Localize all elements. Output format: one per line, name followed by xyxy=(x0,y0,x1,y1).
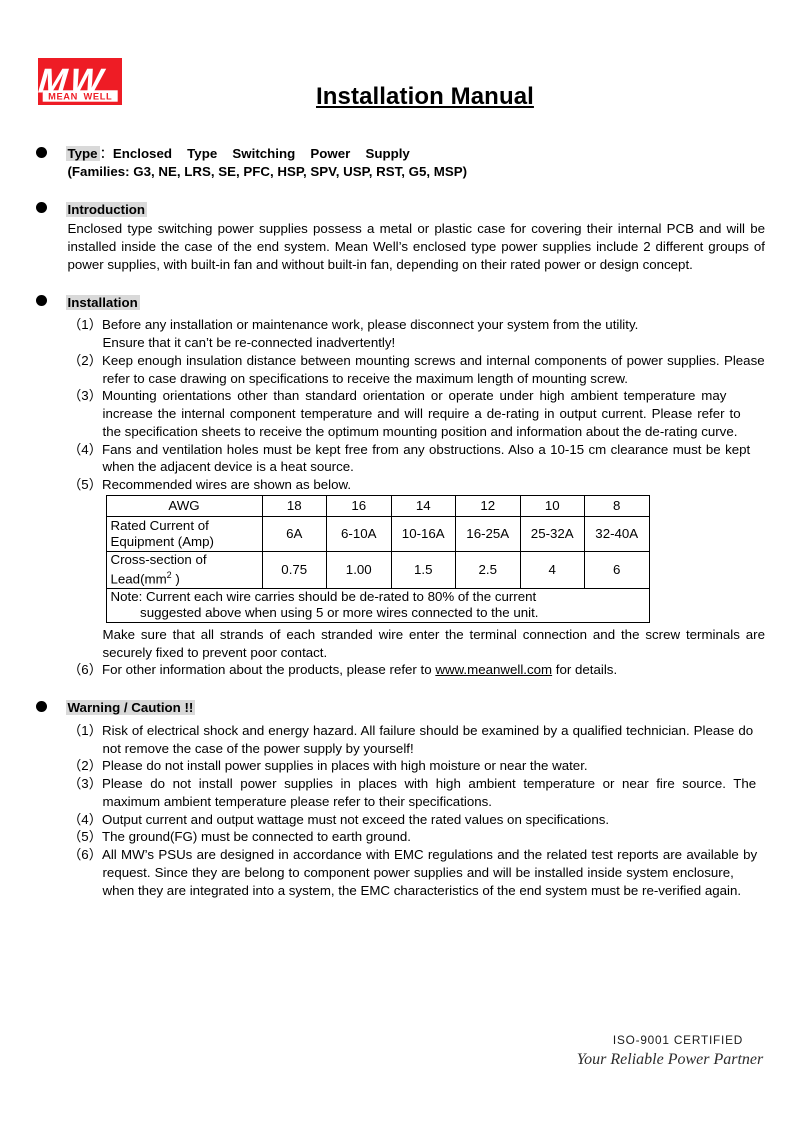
svg-text:MEAN WELL: MEAN WELL xyxy=(48,91,112,101)
